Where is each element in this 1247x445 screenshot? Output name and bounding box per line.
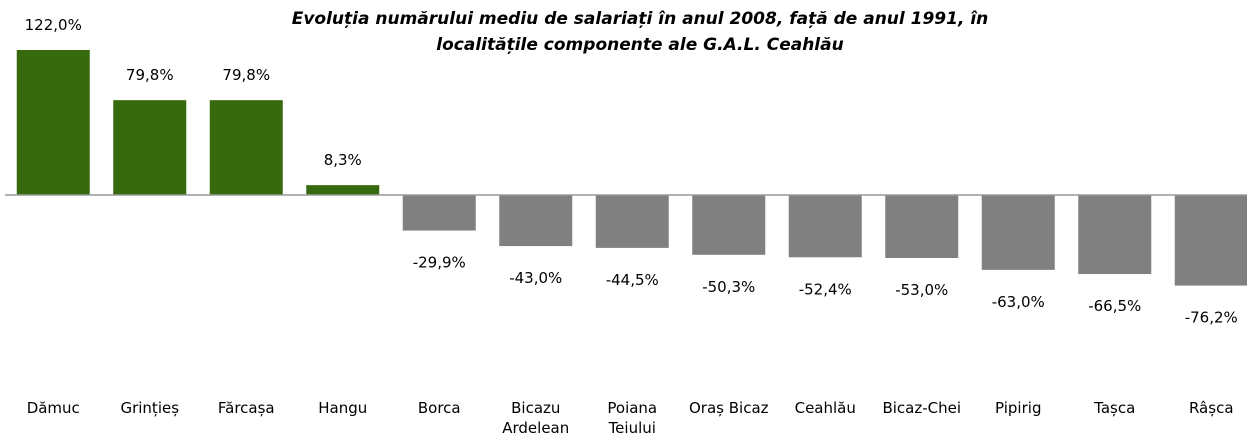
x-tick-label: Oraș Bicaz (688, 399, 769, 417)
x-tick-label: Hangu (318, 399, 368, 417)
bar (16, 50, 90, 195)
chart-title: Evoluția numărului mediu de salariați în… (291, 9, 989, 55)
x-tick-label: Fărcașa (217, 399, 275, 417)
x-tick-label: Ceahlău (794, 399, 856, 417)
value-label: -50,3% (702, 278, 755, 296)
value-label: -66,5% (1088, 297, 1141, 315)
x-tick-label: Poiana Teiului (607, 399, 658, 437)
x-tick-label: Bicazu Ardelean (502, 399, 570, 437)
bar (981, 195, 1055, 270)
bar (499, 195, 573, 247)
value-label: -43,0% (509, 269, 562, 287)
bar (402, 195, 476, 231)
x-tick-label: Pipirig (995, 399, 1042, 417)
bar (306, 185, 380, 195)
value-label: -53,0% (895, 281, 948, 299)
bar (113, 100, 187, 195)
value-label: -52,4% (799, 280, 852, 298)
x-tick-label: Tașca (1094, 399, 1136, 417)
value-label: 122,0% (25, 16, 82, 34)
value-label: -63,0% (992, 293, 1045, 311)
x-tick-label: Bicaz-Chei (882, 399, 962, 417)
x-tick-label: Borca (417, 399, 461, 417)
bar (1078, 195, 1152, 275)
bar (209, 100, 283, 195)
x-tick-label: Dămuc (26, 399, 80, 417)
bar (692, 195, 766, 255)
value-label: -76,2% (1185, 309, 1238, 327)
bar (1174, 195, 1247, 286)
x-tick-label: Grințieș (120, 399, 180, 417)
x-tick-label: Râșca (1188, 399, 1234, 417)
value-label: 79,8% (126, 66, 174, 84)
value-label: 79,8% (222, 66, 270, 84)
bar (788, 195, 862, 258)
value-label: 8,3% (324, 151, 362, 169)
value-label: -29,9% (413, 254, 466, 272)
value-label: -44,5% (606, 271, 659, 289)
bar (885, 195, 959, 258)
bar (595, 195, 669, 248)
